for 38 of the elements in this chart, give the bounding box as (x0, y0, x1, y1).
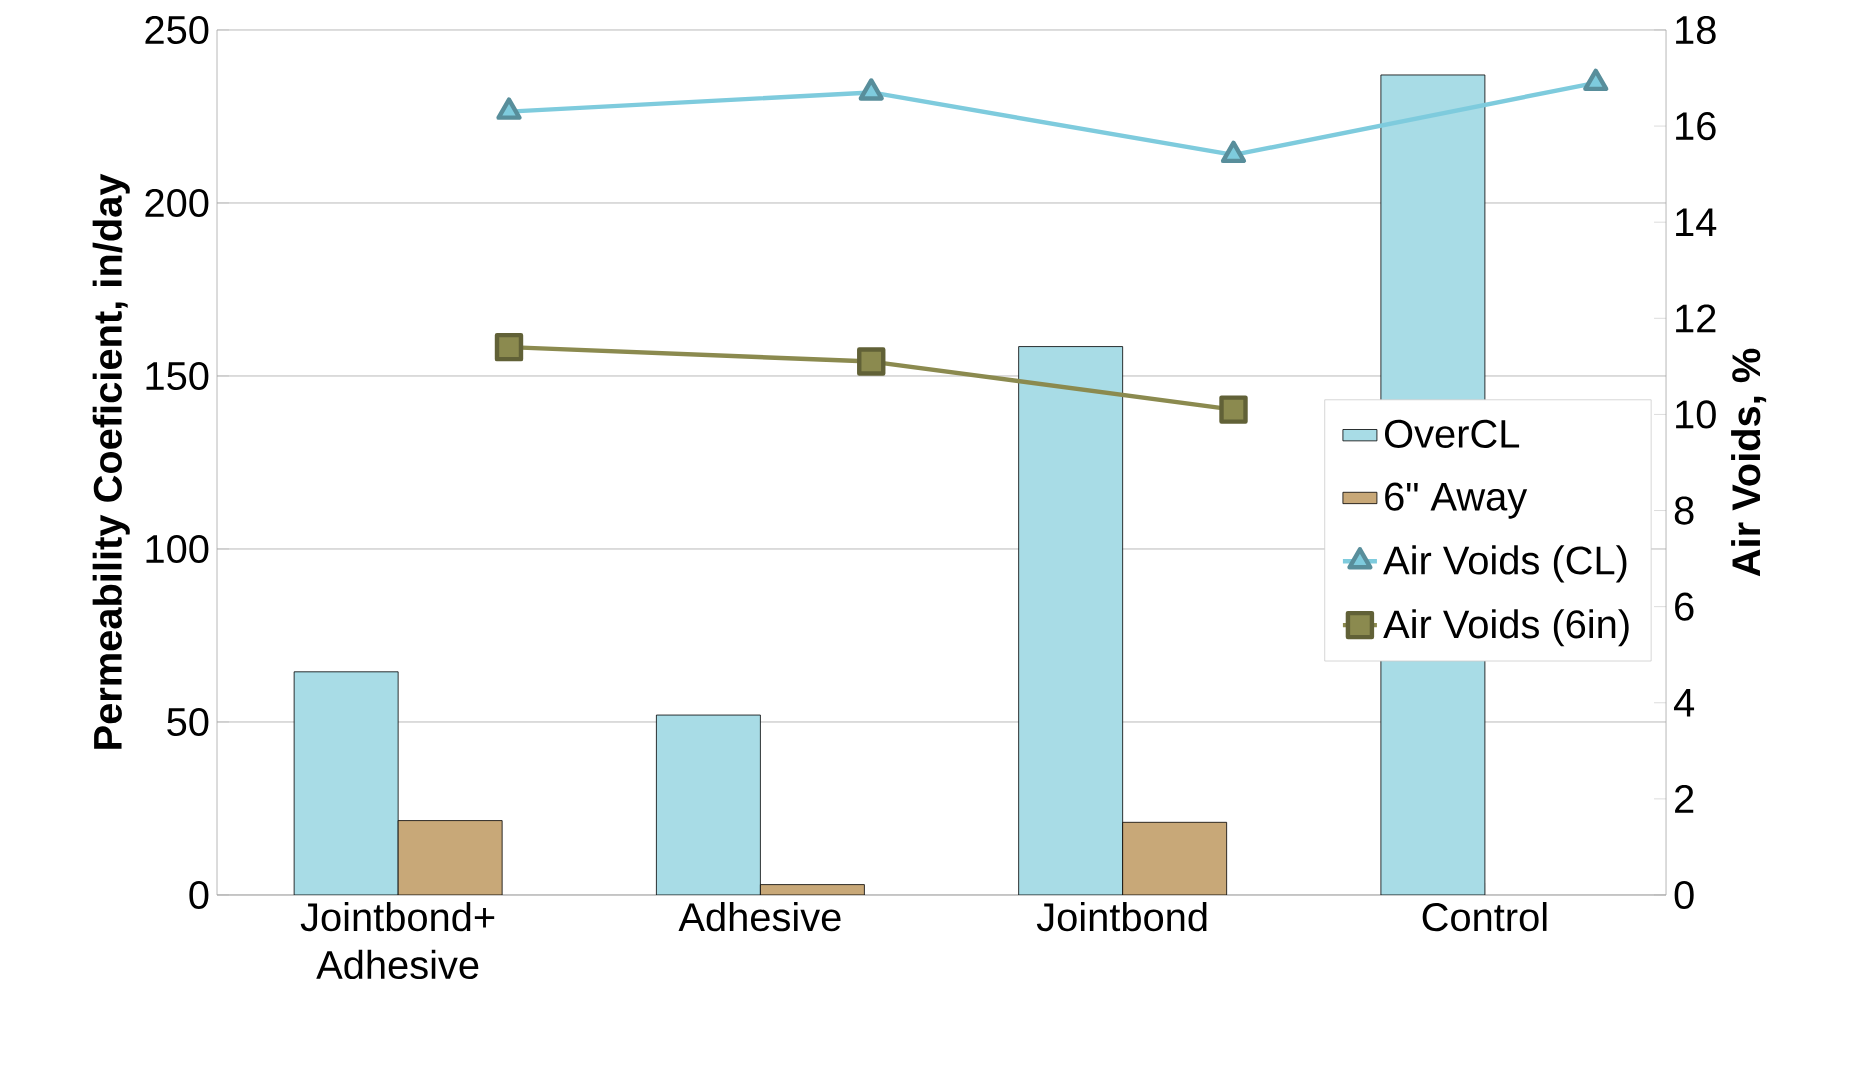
point (494, 332, 524, 362)
y-tick-label: 250 (145, 15, 209, 45)
y2-tick-label: 0 (1674, 880, 1694, 910)
x-tick-label: Jointbond (1036, 902, 1207, 932)
point (858, 78, 884, 101)
x-tick-label: Jointbond+ Adhesive (300, 902, 495, 980)
x-tick-label: Adhesive (678, 902, 841, 932)
legend-label: Air Voids (CL) (1383, 545, 1627, 583)
y-tick-label: 50 (167, 707, 209, 737)
y2-tick-label: 14 (1676, 208, 1717, 236)
point (857, 347, 886, 376)
legend-label: OverCL (1384, 419, 1520, 448)
y-tick-label: 200 (145, 188, 209, 218)
bar (1018, 346, 1124, 895)
y-tick-label: 100 (146, 534, 209, 564)
bar (1122, 821, 1228, 895)
legend-label: Air Voids (6in) (1383, 609, 1629, 647)
y2-tick-label: 2 (1675, 784, 1694, 813)
y2-tick-label: 16 (1676, 111, 1716, 141)
y2-tick-label: 18 (1676, 15, 1716, 45)
point (1219, 395, 1248, 424)
y-tick-label: 0 (189, 880, 209, 910)
x-tick-label: Control (1422, 902, 1547, 932)
y2-axis-title: Air Voids, % (1731, 348, 1767, 577)
bar (397, 820, 503, 895)
y2-tick-label: 12 (1676, 304, 1716, 333)
y2-tick-label: 4 (1673, 689, 1695, 717)
legend-label: 6" Away (1385, 482, 1528, 519)
y-axis-title: Permeability Coeficient, in/day (92, 173, 130, 749)
point (1220, 140, 1247, 164)
point (496, 97, 522, 120)
point (1583, 68, 1609, 92)
bar (655, 714, 761, 895)
y2-tick-label: 10 (1676, 400, 1716, 429)
y2-tick-label: 8 (1674, 496, 1694, 525)
bar (293, 671, 399, 895)
y-tick-label: 150 (146, 361, 209, 391)
y2-tick-label: 6 (1675, 592, 1694, 621)
